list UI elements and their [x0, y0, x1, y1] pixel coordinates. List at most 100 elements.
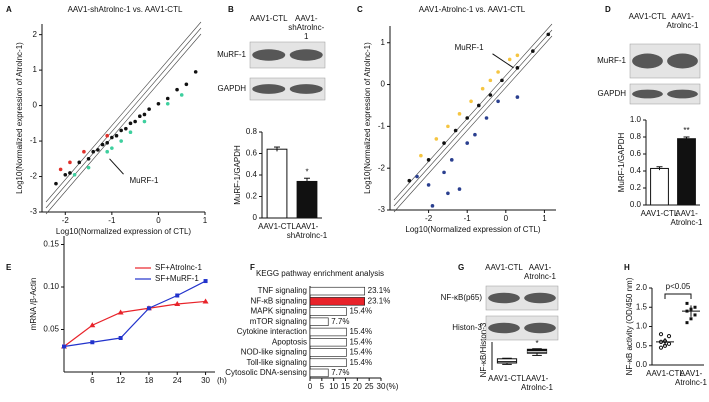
y-tick-label: 0.5 [636, 341, 648, 350]
significance-bracket [664, 293, 692, 299]
y-tick-label: 0.2 [246, 192, 258, 201]
point [105, 149, 109, 154]
point [546, 32, 551, 37]
point [473, 132, 477, 137]
point [685, 301, 689, 305]
point [133, 119, 137, 124]
y-tick-label: 0.05 [43, 325, 59, 334]
point [446, 124, 450, 129]
category-label: Cytosolic DNA-sensing [225, 368, 307, 377]
point [496, 70, 500, 74]
x-tick-label: AAV1-CTL [258, 222, 296, 231]
x-tick-label: AAV1-Atrolnc-1 [674, 369, 707, 387]
panel-letter: G [458, 263, 464, 272]
bar [309, 338, 347, 347]
point [193, 70, 198, 74]
point [453, 128, 458, 133]
y-tick-label: -2 [378, 163, 386, 172]
y-tick-label: 2.0 [636, 283, 648, 292]
point [63, 172, 68, 177]
y-tick-label: -2 [30, 172, 38, 181]
series-line [63, 300, 206, 347]
point [446, 191, 450, 196]
blot-band [488, 322, 520, 334]
point [86, 165, 91, 170]
legend-label: SF+MuRF-1 [155, 274, 199, 283]
point [476, 103, 481, 108]
blot-lane-label: AAV1-Atrolnc-1 [666, 12, 699, 30]
y-axis-label: Log10(Normalized expression of Atrolnc-1… [15, 42, 24, 194]
marker [89, 322, 96, 328]
y-axis-label: MuRF-1/GAPDH [617, 132, 626, 192]
point [407, 178, 412, 183]
blot-label: GAPDH [598, 89, 627, 98]
point [693, 313, 697, 317]
point [484, 116, 489, 120]
category-label: NF-κB signaling [251, 296, 307, 305]
y-tick-label: 0.10 [43, 282, 59, 291]
x-tick-label: AAV1-CTL [488, 374, 526, 383]
panel-letter: F [250, 263, 255, 272]
y-tick-label: 0.0 [636, 360, 648, 369]
category-label: Apoptosis [272, 337, 307, 346]
x-axis-label: Log10(Normalized expression of CTL) [405, 225, 541, 234]
y-tick-label: -3 [30, 207, 38, 216]
point [666, 341, 672, 346]
annotation: MuRF-1 [455, 43, 484, 52]
point [165, 102, 170, 106]
y-tick-label: 1 [33, 65, 38, 74]
y-tick-label: 1 [381, 38, 386, 47]
point [175, 87, 179, 92]
blot-label: MuRF-1 [217, 50, 246, 59]
point [434, 137, 439, 141]
point [430, 204, 435, 208]
bar [309, 358, 347, 367]
marker [174, 301, 181, 306]
point [469, 99, 473, 104]
x-tick-label: 5 [320, 382, 325, 391]
point [442, 170, 446, 175]
x-tick-label: AAV1-Atrolnc-1 [520, 374, 553, 392]
x-tick-label: -1 [108, 216, 116, 225]
chart-title: KEGG pathway enrichment analysis [256, 269, 384, 278]
category-label: Toll-like signaling [247, 358, 307, 367]
point [465, 141, 470, 145]
marker [118, 336, 123, 340]
y-tick-label: 0.8 [630, 132, 642, 141]
point [77, 160, 82, 165]
bar [309, 368, 329, 378]
blot-label: NF-κB(p65) [441, 293, 483, 302]
y-axis-label: MuRF-1/GAPDH [233, 145, 242, 205]
annotation-arrow [492, 53, 514, 69]
y-tick-label: 1.0 [636, 322, 648, 331]
x-tick-label: 25 [365, 382, 374, 391]
point [128, 121, 133, 126]
blot-band [289, 49, 323, 61]
y-tick-label: 1.5 [636, 302, 648, 311]
y-tick-label: 0.6 [630, 149, 642, 158]
point [54, 181, 58, 186]
point [500, 78, 504, 83]
point [119, 128, 123, 133]
point [124, 126, 128, 131]
y-axis-label: NF-κB activity (OD/450 nm) [625, 277, 634, 375]
bar [309, 286, 365, 296]
category-label: mTOR signaling [250, 317, 307, 326]
blot-band [524, 322, 556, 334]
point [82, 149, 86, 154]
blot-lane-label: AAV1-Atrolnc-1 [523, 263, 556, 281]
point [426, 158, 431, 162]
value-label: 15.4% [349, 307, 372, 316]
blot-image [249, 77, 326, 101]
panel-letter: B [228, 5, 234, 14]
box [496, 358, 518, 364]
point [658, 345, 664, 350]
blot-band [252, 84, 286, 94]
y-tick-label: 1.0 [630, 115, 642, 124]
x-tick-label: 30 [377, 382, 386, 391]
bar [296, 180, 318, 219]
blot-image [629, 83, 701, 105]
value-label: 23.1% [368, 286, 391, 295]
y-tick-label: 0.2 [630, 183, 642, 192]
point [689, 317, 693, 321]
